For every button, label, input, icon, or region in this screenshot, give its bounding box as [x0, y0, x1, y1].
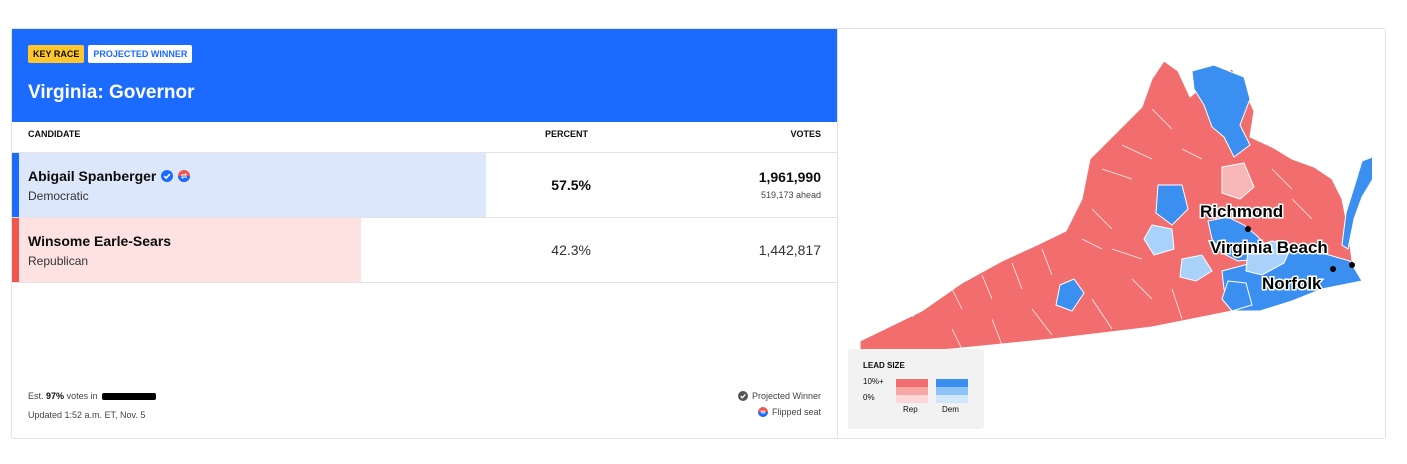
flip-icon	[178, 170, 191, 182]
candidate-percent: 42.3%	[551, 242, 591, 258]
row-divider	[12, 217, 837, 218]
rep-caption: Rep	[903, 405, 918, 414]
southside-dem	[1221, 280, 1253, 312]
row-divider	[12, 282, 837, 283]
race-title: Virginia: Governor	[28, 82, 195, 103]
dem-caption: Dem	[942, 405, 959, 414]
lead-legend-title: LEAD SIZE	[863, 361, 905, 370]
city-label-norfolk: Norfolk	[1262, 274, 1322, 293]
panel-divider	[837, 29, 838, 438]
richmond-marker	[1245, 226, 1251, 232]
legend-flipped-label: Flipped seat	[771, 407, 821, 417]
flip-icon	[757, 407, 768, 417]
key-race-badge: KEY RACE	[28, 45, 85, 63]
light-dem-region	[1245, 240, 1293, 276]
column-header-votes: VOTES	[790, 129, 821, 139]
virginia-county-map[interactable]: Richmond Virginia Beach Norfolk	[852, 49, 1372, 349]
city-label-richmond: Richmond	[1200, 202, 1283, 221]
dem-swatch-mid	[936, 387, 968, 395]
party-color-stripe	[12, 153, 19, 217]
candidate-name: Winsome Earle-Sears	[28, 233, 171, 249]
county-lines	[911, 108, 1313, 349]
rep-swatch-high	[896, 379, 928, 387]
estimate-value: 97%	[46, 391, 65, 401]
vote-share-bar	[12, 218, 361, 282]
lead-size-legend: LEAD SIZE 10%+ 0% Rep Dem	[848, 349, 984, 429]
lead-high-label: 10%+	[863, 377, 884, 386]
candidate-row-republican[interactable]: Winsome Earle-Sears Republican 42.3% 1,4…	[12, 218, 837, 282]
dem-swatch-high	[936, 379, 968, 387]
charlottesville-dem	[1155, 184, 1189, 226]
candidate-row-democratic[interactable]: Abigail Spanberger Democratic 57.5% 1,96…	[12, 153, 837, 217]
estimate-suffix: votes in	[66, 391, 98, 401]
votes-estimate: Est. 97% votes in	[28, 391, 157, 401]
column-header-percent: PERCENT	[545, 129, 589, 139]
candidate-party: Republican	[28, 254, 89, 268]
updated-timestamp: Updated 1:52 a.m. ET, Nov. 5	[28, 410, 146, 420]
candidate-votes: 1,442,817	[758, 242, 821, 258]
candidate-percent: 57.5%	[551, 177, 591, 193]
candidate-votes: 1,961,990	[758, 169, 821, 185]
vote-share-bar	[12, 153, 486, 217]
legend-projected-winner: Projected Winner	[737, 391, 821, 401]
column-header-candidate: CANDIDATE	[28, 129, 81, 139]
badge-group: KEY RACE PROJECTED WINNER	[28, 45, 193, 63]
check-icon	[737, 391, 748, 401]
northern-va-dem	[1191, 64, 1251, 158]
race-card: KEY RACE PROJECTED WINNER Virginia: Gove…	[11, 28, 1386, 439]
rep-swatch-mid	[896, 387, 928, 395]
results-panel: KEY RACE PROJECTED WINNER Virginia: Gove…	[12, 29, 837, 438]
race-header: KEY RACE PROJECTED WINNER Virginia: Gove…	[12, 29, 837, 122]
candidate-name-text: Abigail Spanberger	[28, 168, 157, 184]
light-dem-piedmont	[1143, 224, 1175, 256]
estimate-prefix: Est.	[28, 391, 44, 401]
city-label-virginia-beach: Virginia Beach	[1210, 238, 1328, 257]
votes-ahead: 519,173 ahead	[760, 190, 821, 200]
projected-winner-badge: PROJECTED WINNER	[88, 45, 193, 63]
candidate-name: Abigail Spanberger	[28, 168, 191, 184]
header-divider	[12, 152, 837, 153]
candidate-name-text: Winsome Earle-Sears	[28, 233, 172, 249]
legend-flipped-seat: Flipped seat	[757, 407, 821, 417]
roanoke-dem	[1055, 278, 1085, 312]
candidate-party: Democratic	[28, 189, 89, 203]
dem-swatch-low	[936, 395, 968, 403]
light-rep-region	[1221, 162, 1255, 200]
virginia-beach-marker	[1349, 262, 1355, 268]
party-color-stripe	[12, 218, 19, 282]
rep-swatch-low	[896, 395, 928, 403]
legend-winner-label: Projected Winner	[751, 391, 821, 401]
norfolk-marker	[1330, 266, 1336, 272]
state-outline-rep	[859, 60, 1363, 349]
light-dem-southside	[1179, 254, 1213, 282]
redaction-bar	[102, 393, 157, 401]
lead-low-label: 0%	[863, 393, 875, 402]
eastern-shore-dem	[1341, 156, 1372, 250]
check-icon	[161, 170, 174, 182]
